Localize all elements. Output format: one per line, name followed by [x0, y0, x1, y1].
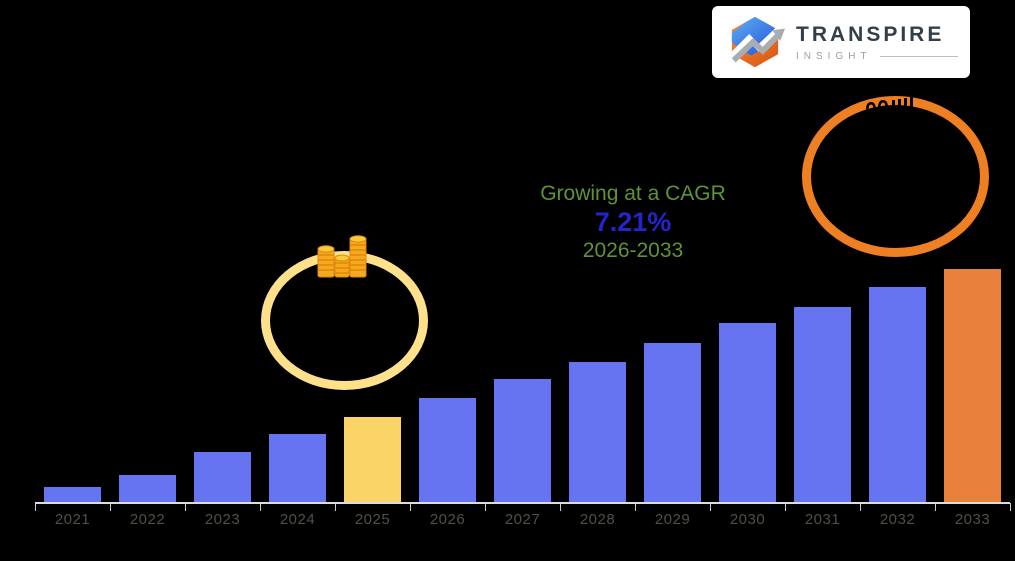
- highlight-ring-2033: [802, 96, 989, 257]
- x-axis-tick: [335, 503, 336, 511]
- cagr-period: 2026-2033: [582, 239, 684, 262]
- cagr-annotation: Growing at a CAGR 7.21% 2026-2033: [497, 180, 769, 264]
- bar-2022: [119, 475, 176, 503]
- cagr-label: Growing at a CAGR: [540, 182, 726, 205]
- x-tick-label-2022: 2022: [129, 511, 166, 528]
- x-tick-label-2032: 2032: [879, 511, 916, 528]
- x-tick-label-2027: 2027: [504, 511, 541, 528]
- x-axis-tick: [1010, 503, 1011, 511]
- x-tick-label-2023: 2023: [204, 511, 241, 528]
- x-axis-tick: [635, 503, 636, 511]
- x-axis-tick: [785, 503, 786, 511]
- x-axis-tick: [935, 503, 936, 511]
- x-tick-label-2026: 2026: [429, 511, 466, 528]
- x-axis-tick: [260, 503, 261, 511]
- bar-2027: [494, 379, 551, 503]
- x-tick-label-2024: 2024: [279, 511, 316, 528]
- bar-2031: [794, 307, 851, 503]
- x-axis-tick: [35, 503, 36, 511]
- x-axis-tick: [860, 503, 861, 511]
- brand-logo: TRANSPIRE INSIGHT: [712, 6, 970, 78]
- x-tick-label-2030: 2030: [729, 511, 766, 528]
- brand-name: TRANSPIRE: [796, 22, 945, 46]
- coin-stack-icon: [317, 235, 367, 278]
- bar-2028: [569, 362, 626, 503]
- x-axis-tick: [710, 503, 711, 511]
- bar-2033: [944, 269, 1001, 503]
- brand-logo-text: TRANSPIRE INSIGHT: [796, 23, 958, 62]
- x-axis-tick: [485, 503, 486, 511]
- bar-2021: [44, 487, 101, 503]
- x-tick-label-2025: 2025: [354, 511, 391, 528]
- bar-2029: [644, 343, 701, 503]
- brand-subtitle: INSIGHT: [796, 50, 872, 62]
- x-axis-tick: [185, 503, 186, 511]
- bar-2026: [419, 398, 476, 503]
- x-axis-tick: [410, 503, 411, 511]
- brand-subtitle-rule: [879, 55, 958, 57]
- ring-top-marks-icon: [866, 97, 913, 110]
- bar-2024: [269, 434, 326, 503]
- bar-2025: [344, 417, 401, 503]
- bar-2032: [869, 287, 926, 503]
- brand-subtitle-row: INSIGHT: [796, 51, 958, 62]
- x-tick-label-2031: 2031: [804, 511, 841, 528]
- x-tick-label-2029: 2029: [654, 511, 691, 528]
- x-tick-label-2033: 2033: [954, 511, 991, 528]
- brand-logo-icon: [731, 16, 786, 68]
- x-axis-line: [35, 502, 1010, 504]
- cagr-value: 7.21%: [594, 207, 672, 237]
- bar-2030: [719, 323, 776, 503]
- x-tick-label-2021: 2021: [54, 511, 91, 528]
- x-axis-tick: [110, 503, 111, 511]
- x-axis-tick: [560, 503, 561, 511]
- x-tick-label-2028: 2028: [579, 511, 616, 528]
- bar-2023: [194, 452, 251, 503]
